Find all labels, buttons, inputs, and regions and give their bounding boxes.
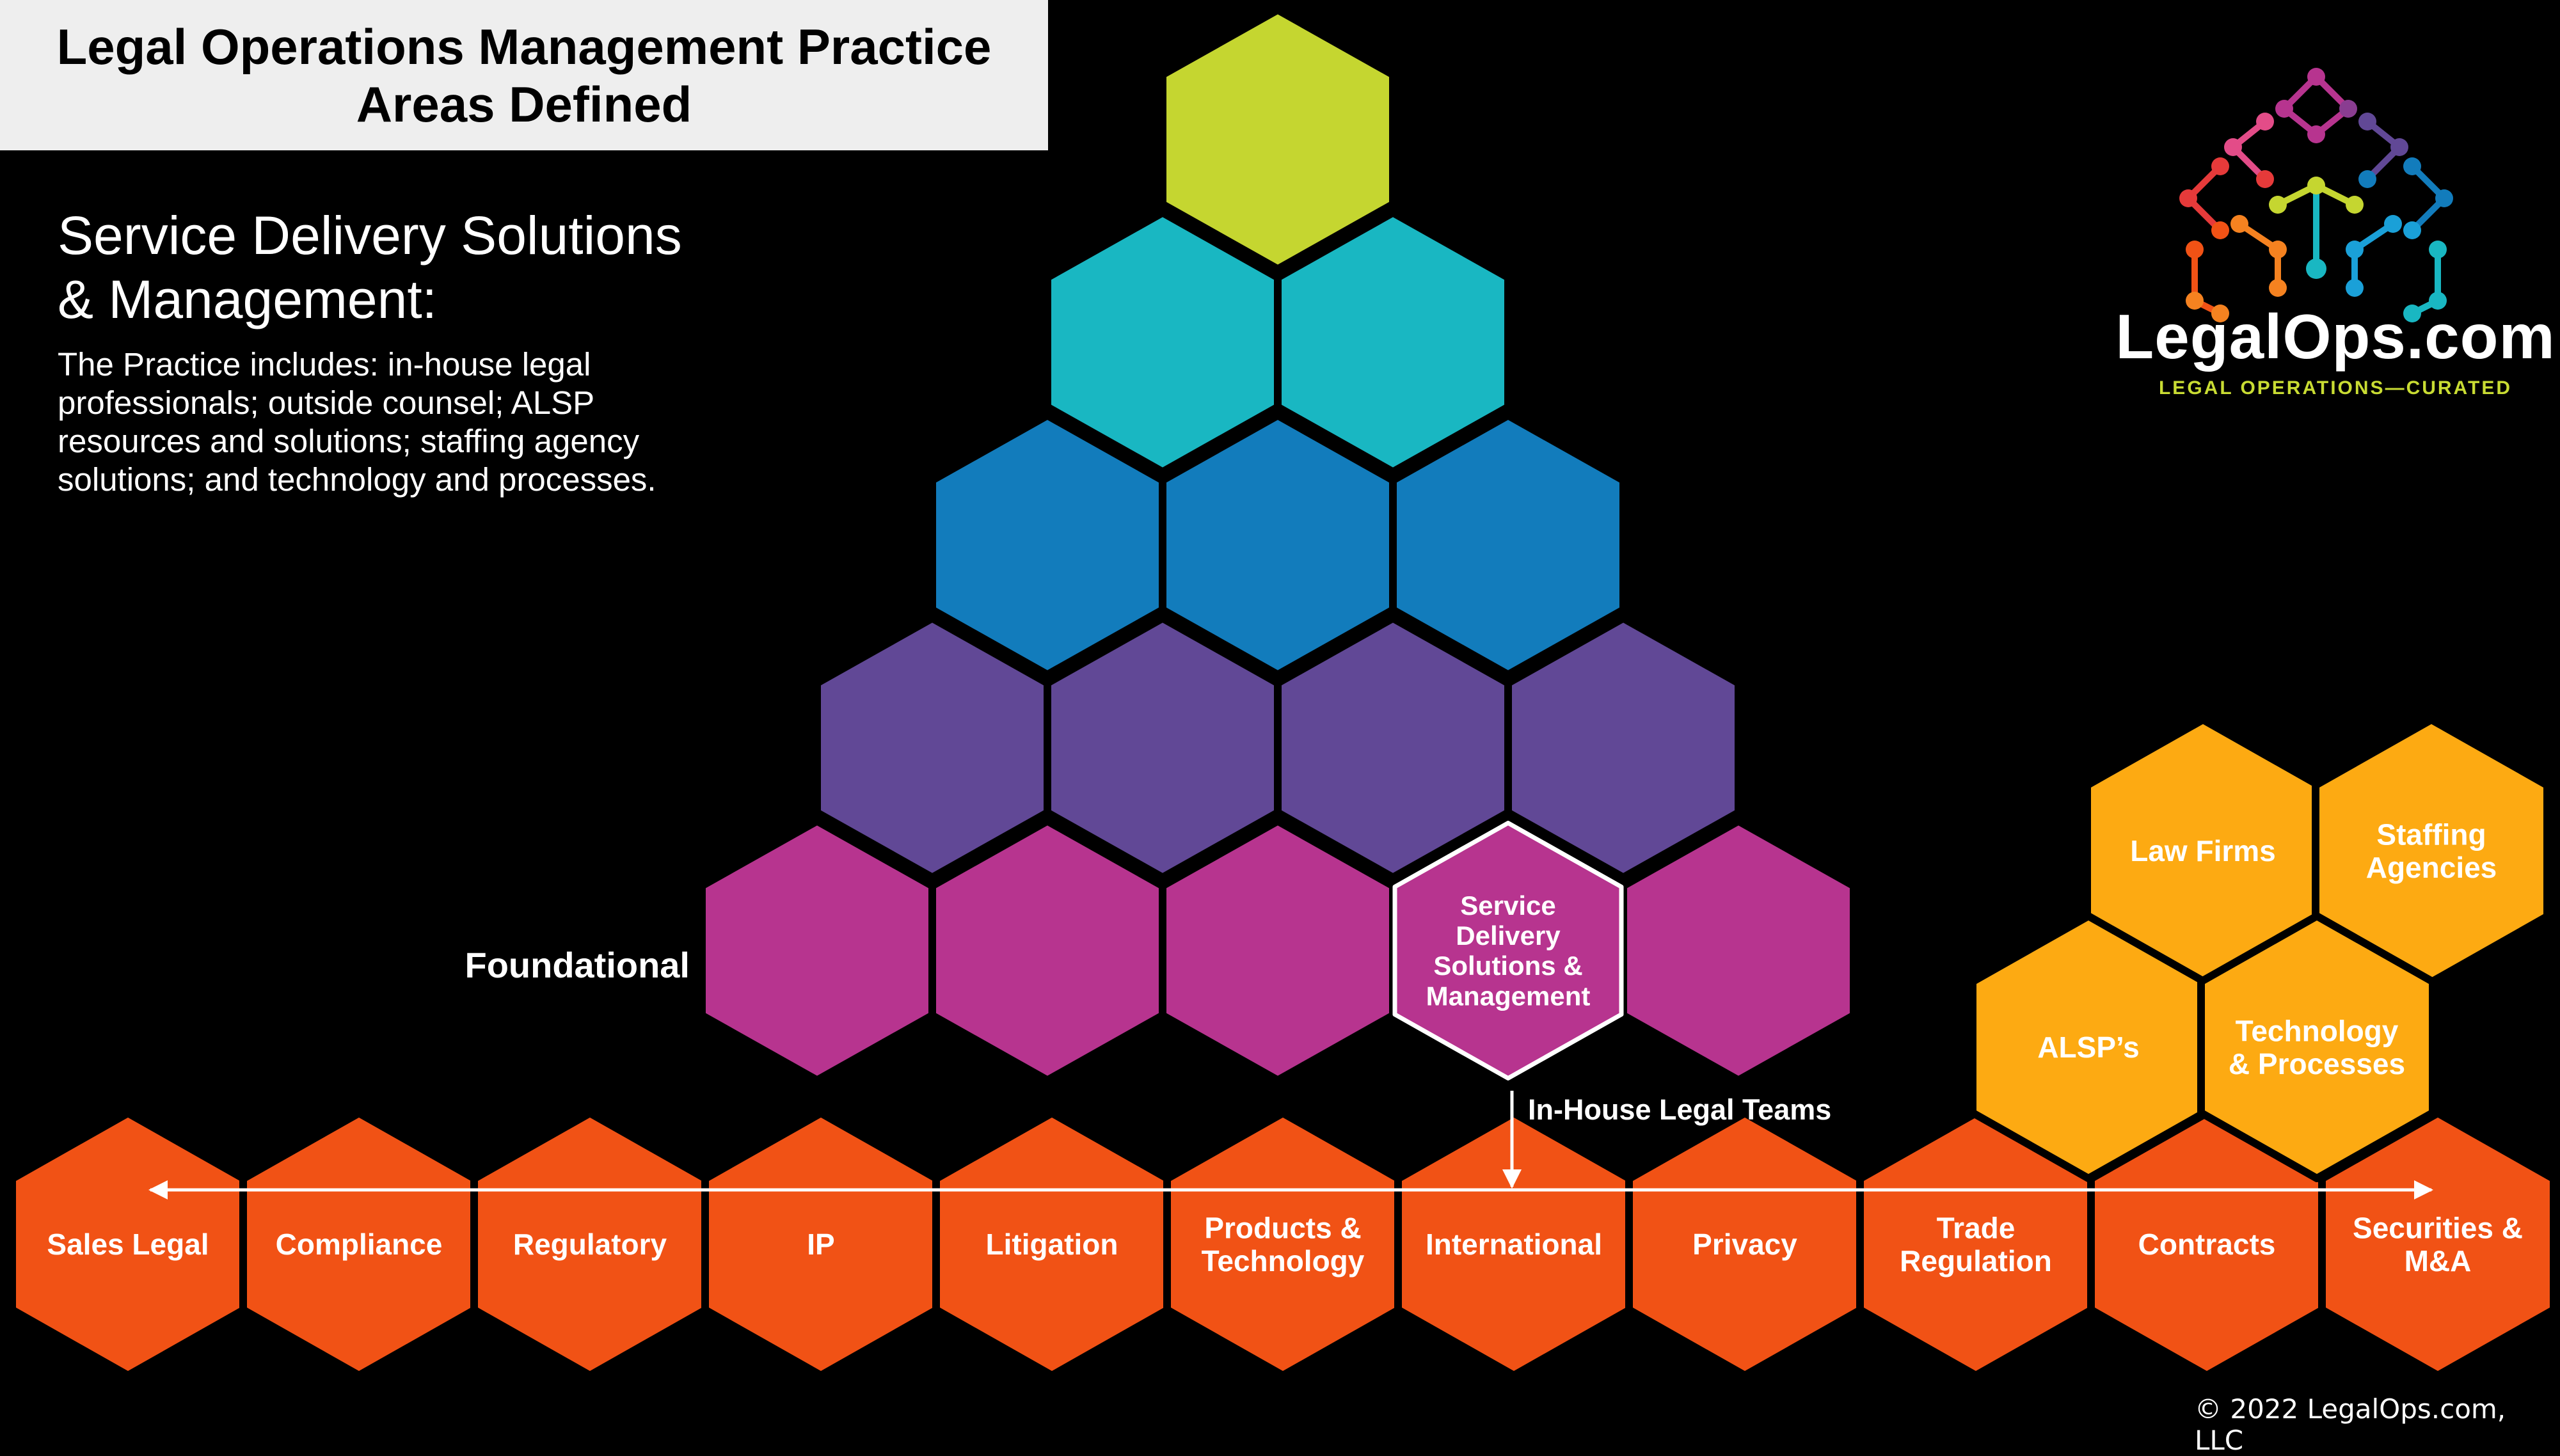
logo-wordmark: LegalOps.com [2115,301,2556,372]
practice-area-hex-4: IP [701,1109,941,1379]
pyramid-hex-r1-c1-shape [1159,6,1397,273]
practice-area-hex-6: Products &Technology [1163,1109,1403,1379]
practice-area-hex-9-label: Trade [1937,1211,2015,1244]
practice-area-hex-7-label: International [1426,1228,1602,1261]
pyramid-label: Foundational [465,945,690,985]
service-delivery-hex-label: Management [1426,981,1591,1011]
practice-area-hex-11-label: Securities & [2353,1211,2523,1244]
title-banner: Legal Operations Management Practice Are… [0,0,1048,150]
service-delivery-hex-label: Solutions & [1433,951,1582,981]
practice-area-hex-8-label: Privacy [1692,1228,1797,1261]
practice-area-hex-5-label: Litigation [986,1228,1118,1261]
pyramid-hex-r4-c4-shape [1504,614,1742,882]
service-delivery-hex-label: Delivery [1456,921,1561,951]
practice-area-hex-1: Sales Legal [8,1109,248,1379]
practice-area-hex-10-label: Contracts [2138,1228,2276,1261]
practice-area-hex-10: Contracts [2087,1109,2326,1379]
resource-hex-4-label: & Processes [2229,1047,2405,1080]
section-heading: Service Delivery Solutions & Management: [58,205,682,329]
resource-hex-2-label: Staffing [2376,818,2486,851]
practice-area-hex-7: International [1394,1109,1634,1379]
practice-area-hex-2-label: Compliance [276,1228,443,1261]
copyright-notice: © 2022 LegalOps.com, LLC [2195,1393,2506,1456]
resource-hex-4-label: Technology [2236,1014,2399,1047]
connector-label: In-House Legal Teams [1528,1093,1831,1126]
pyramid-hex-r2-c2-shape [1274,209,1512,476]
practice-area-hex-6-label: Products & [1204,1211,1361,1244]
service-delivery-hex-label: Service [1460,890,1555,921]
resource-hex-4-shape [2197,912,2437,1182]
resource-hex-3-label: ALSP’s [2037,1031,2139,1064]
practice-area-hex-3-label: Regulatory [513,1228,667,1261]
logo-tagline: LEGAL OPERATIONS—CURATED [2158,377,2512,399]
service-delivery-hex-shape [1392,821,1624,1080]
practice-area-hex-1-label: Sales Legal [47,1228,209,1261]
section-description: The Practice includes: in-house legal pr… [58,346,656,498]
pyramid-hex-r4-c4 [1504,614,1742,882]
resource-hex-2-label: Agencies [2366,851,2497,884]
practice-area-hex-4-label: IP [807,1228,834,1261]
pyramid-hex-r3-c3 [1389,411,1627,679]
page-title: Legal Operations Management Practice Are… [56,18,992,132]
practice-area-hex-6-label: Technology [1202,1244,1365,1278]
pyramid-hex-r3-c3-shape [1389,411,1627,679]
practice-area-hex-2: Compliance [239,1109,479,1379]
practice-area-hex-8: Privacy [1625,1109,1864,1379]
pyramid-hex-r2-c2 [1274,209,1512,476]
overlay-group: In-House Legal Teams Foundational [148,945,2433,1199]
practice-area-hex-3: Regulatory [470,1109,710,1379]
molecule-network-icon [2179,68,2453,322]
practice-area-hex-11-label: M&A [2405,1244,2472,1278]
pyramid-hex-r1-c1 [1159,6,1397,273]
practice-area-hex-9-label: Regulation [1900,1244,2052,1278]
base-row-group: Sales Legal Compliance Regulatory IP Litigat… [8,1109,2557,1379]
resource-hex-4: Technology& Processes [2197,912,2437,1182]
practice-area-hex-5: Litigation [932,1109,1172,1379]
resource-hex-1-label: Law Firms [2130,834,2276,867]
